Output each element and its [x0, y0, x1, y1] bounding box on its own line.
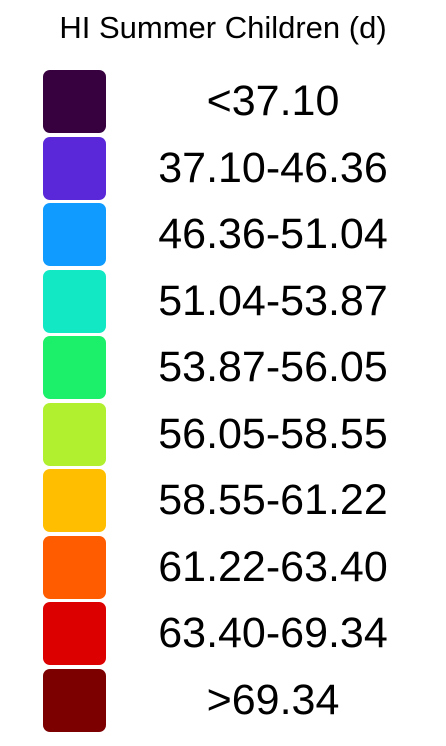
legend-range-label: 56.05-58.55: [158, 409, 388, 458]
legend-color-swatch: [43, 535, 106, 599]
legend-color-swatch: [43, 203, 106, 266]
legend-item: 51.04-53.87: [0, 269, 446, 337]
legend-item: 63.40-69.34: [0, 602, 446, 669]
legend-item: 61.22-63.40: [0, 535, 446, 603]
legend-color-swatch: [43, 402, 106, 466]
legend-title: HI Summer Children (d): [59, 10, 387, 45]
legend-color-swatch: [43, 70, 106, 133]
legend-color-swatch: [43, 668, 106, 732]
legend-item: >69.34: [0, 668, 446, 736]
legend-range-label: >69.34: [206, 675, 340, 724]
legend-range-label: 58.55-61.22: [158, 476, 388, 524]
legend-range-label: 53.87-56.05: [158, 343, 388, 391]
legend-range-label: <37.10: [206, 77, 340, 125]
legend-range-label: 46.36-51.04: [158, 210, 388, 258]
legend-list: <37.10 37.10-46.36 46.36-51.04 51.04-53.87 5…: [0, 70, 446, 735]
legend-color-swatch: [43, 269, 106, 333]
legend-item: 53.87-56.05: [0, 336, 446, 403]
legend-item: 46.36-51.04: [0, 203, 446, 270]
legend-item: 37.10-46.36: [0, 136, 446, 204]
legend-item: 58.55-61.22: [0, 469, 446, 536]
legend-color-swatch: [43, 136, 106, 200]
legend-range-label: 37.10-46.36: [158, 143, 388, 192]
legend-range-label: 61.22-63.40: [158, 542, 388, 591]
legend-range-label: 63.40-69.34: [158, 609, 388, 657]
legend-color-swatch: [43, 336, 106, 399]
legend-color-swatch: [43, 602, 106, 665]
legend-item: <37.10: [0, 70, 446, 137]
legend-range-label: 51.04-53.87: [158, 276, 388, 325]
legend-color-swatch: [43, 469, 106, 532]
legend-item: 56.05-58.55: [0, 402, 446, 470]
